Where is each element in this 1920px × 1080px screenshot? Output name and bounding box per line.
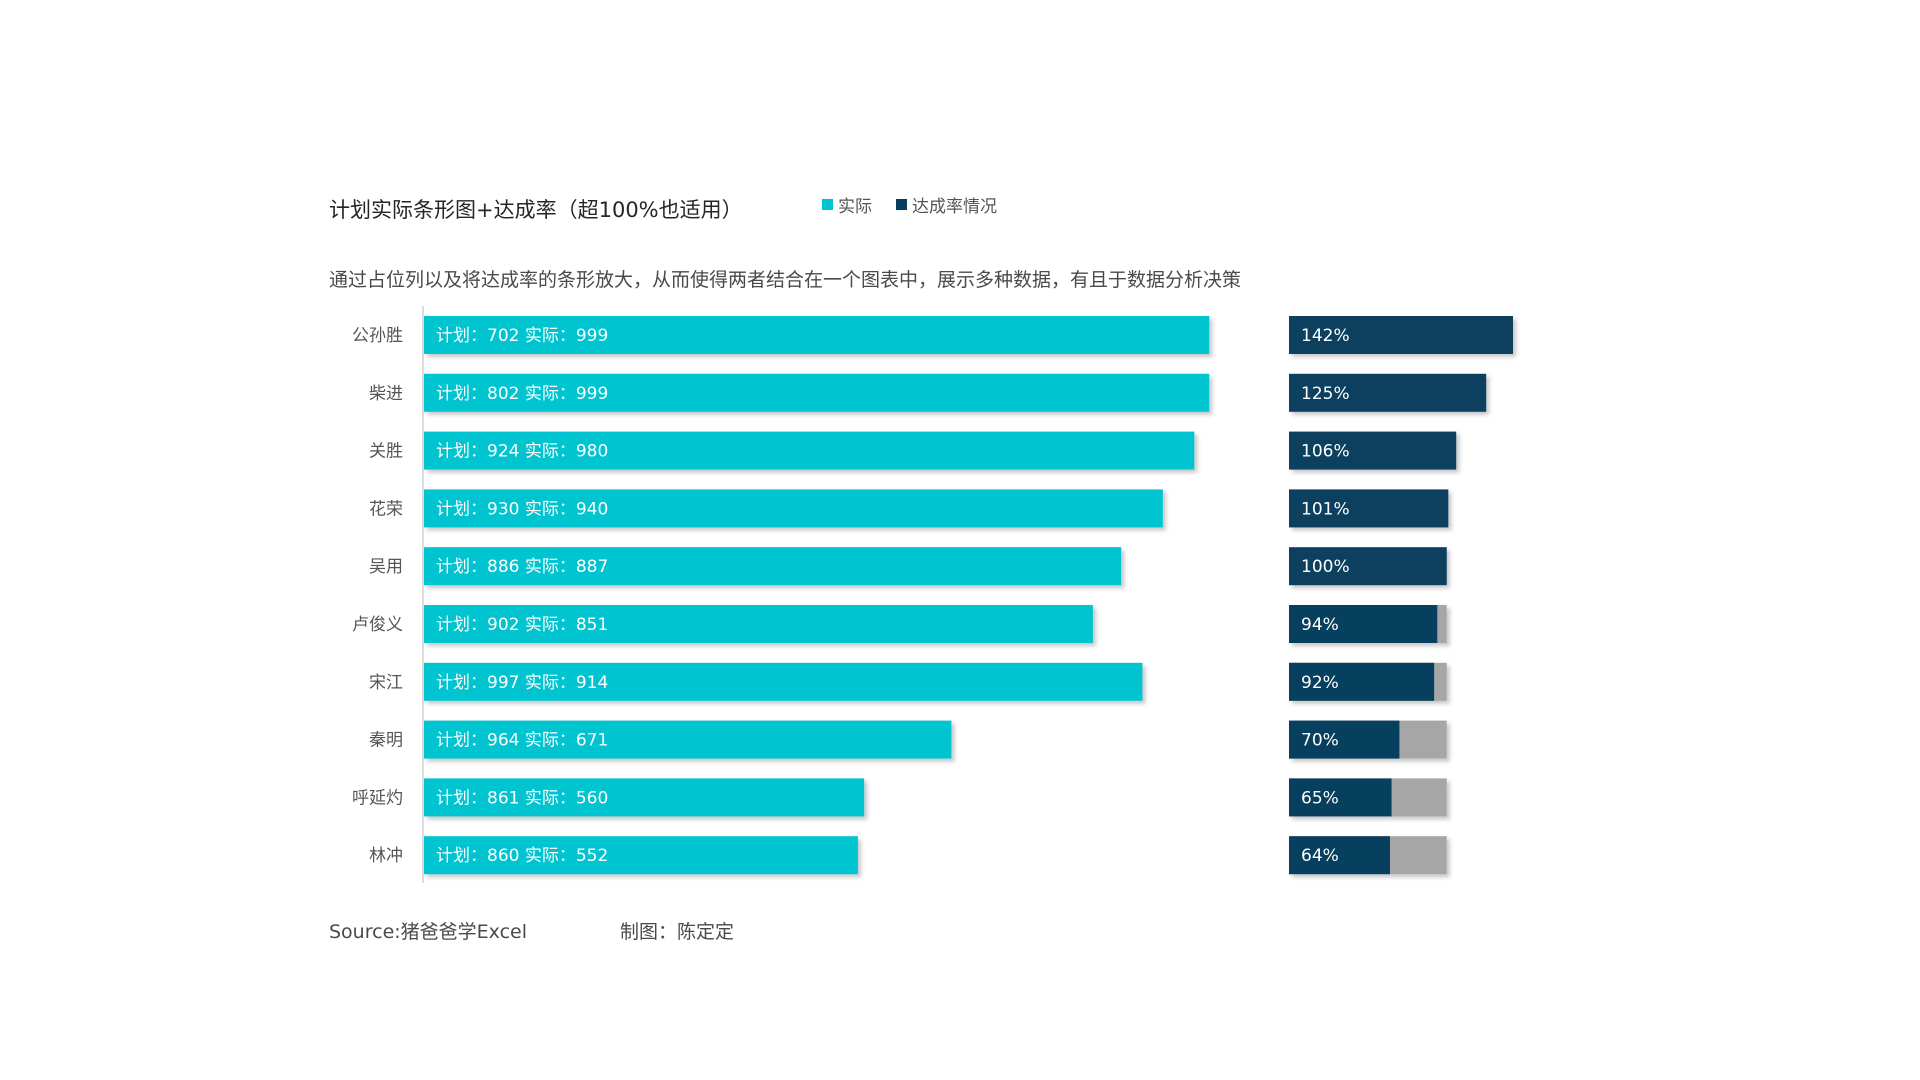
rate-bar: [1289, 489, 1449, 528]
bar-data-label: 计划：802 实际：999: [436, 384, 608, 404]
legend: 实际 达成率情况: [822, 192, 997, 217]
category-label: 公孙胜: [352, 326, 403, 346]
rate-bar: [1289, 316, 1513, 354]
bar-data-label: 计划：930 实际：940: [436, 499, 608, 519]
rate-bar: [1289, 605, 1438, 643]
category-label: 秦明: [369, 731, 403, 751]
rate-bar: [1289, 836, 1390, 875]
rate-data-label: 125%: [1301, 384, 1350, 404]
actual-bar: [424, 720, 952, 759]
actual-bar: [424, 431, 1195, 470]
category-label: 吴用: [369, 557, 403, 577]
author-note: 制图：陈定定: [620, 921, 735, 943]
category-label: 呼延灼: [352, 788, 403, 808]
rate-data-label: 94%: [1301, 615, 1339, 635]
category-label: 柴进: [369, 384, 403, 404]
legend-label-actual: 实际: [838, 197, 872, 217]
rate-data-label: 70%: [1301, 731, 1339, 751]
rate-bar: [1289, 778, 1392, 817]
rate-bar: [1289, 431, 1457, 470]
bar-data-label: 计划：702 实际：999: [436, 326, 608, 346]
actual-bar: [424, 316, 1210, 354]
bar-data-label: 计划：902 实际：851: [436, 615, 608, 635]
source-note: Source:猪爸爸学Excel: [329, 921, 527, 943]
rate-data-label: 100%: [1301, 557, 1350, 577]
bar-data-label: 计划：964 实际：671: [436, 731, 608, 751]
actual-bar: [424, 778, 865, 817]
category-label: 林冲: [369, 846, 403, 866]
actual-bar: [424, 489, 1163, 528]
rate-data-label: 142%: [1301, 326, 1350, 346]
bar-data-label: 计划：861 实际：560: [436, 788, 608, 808]
chart-title: 计划实际条形图+达成率（超100%也适用）: [329, 198, 743, 222]
rate-data-label: 64%: [1301, 846, 1339, 866]
rate-bar: [1289, 547, 1447, 586]
rate-bar: [1289, 662, 1435, 701]
category-label: 卢俊义: [352, 615, 403, 635]
bar-data-label: 计划：860 实际：552: [436, 846, 608, 866]
rate-bar: [1289, 720, 1400, 759]
chart-subtitle: 通过占位列以及将达成率的条形放大，从而使得两者结合在一个图表中，展示多种数据，有…: [329, 269, 1242, 291]
category-label: 关胜: [369, 442, 403, 462]
category-label: 花荣: [369, 499, 403, 519]
category-label: 宋江: [369, 673, 403, 693]
actual-bar: [424, 662, 1143, 701]
actual-bar: [424, 547, 1122, 586]
actual-bar: [424, 836, 858, 875]
actual-bar: [424, 605, 1093, 643]
bar-data-label: 计划：886 实际：887: [436, 557, 608, 577]
rate-data-label: 101%: [1301, 499, 1350, 519]
rate-data-label: 65%: [1301, 788, 1339, 808]
legend-item-rate: 达成率情况: [896, 192, 997, 217]
legend-label-rate: 达成率情况: [912, 197, 997, 217]
bar-data-label: 计划：924 实际：980: [436, 442, 608, 462]
actual-bar: [424, 373, 1210, 412]
rate-data-label: 106%: [1301, 442, 1350, 462]
rate-data-label: 92%: [1301, 673, 1339, 693]
legend-swatch-actual: [822, 199, 833, 210]
legend-item-actual: 实际: [822, 192, 872, 217]
legend-swatch-rate: [896, 199, 907, 210]
rate-bar: [1289, 373, 1487, 412]
bar-data-label: 计划：997 实际：914: [436, 673, 608, 693]
